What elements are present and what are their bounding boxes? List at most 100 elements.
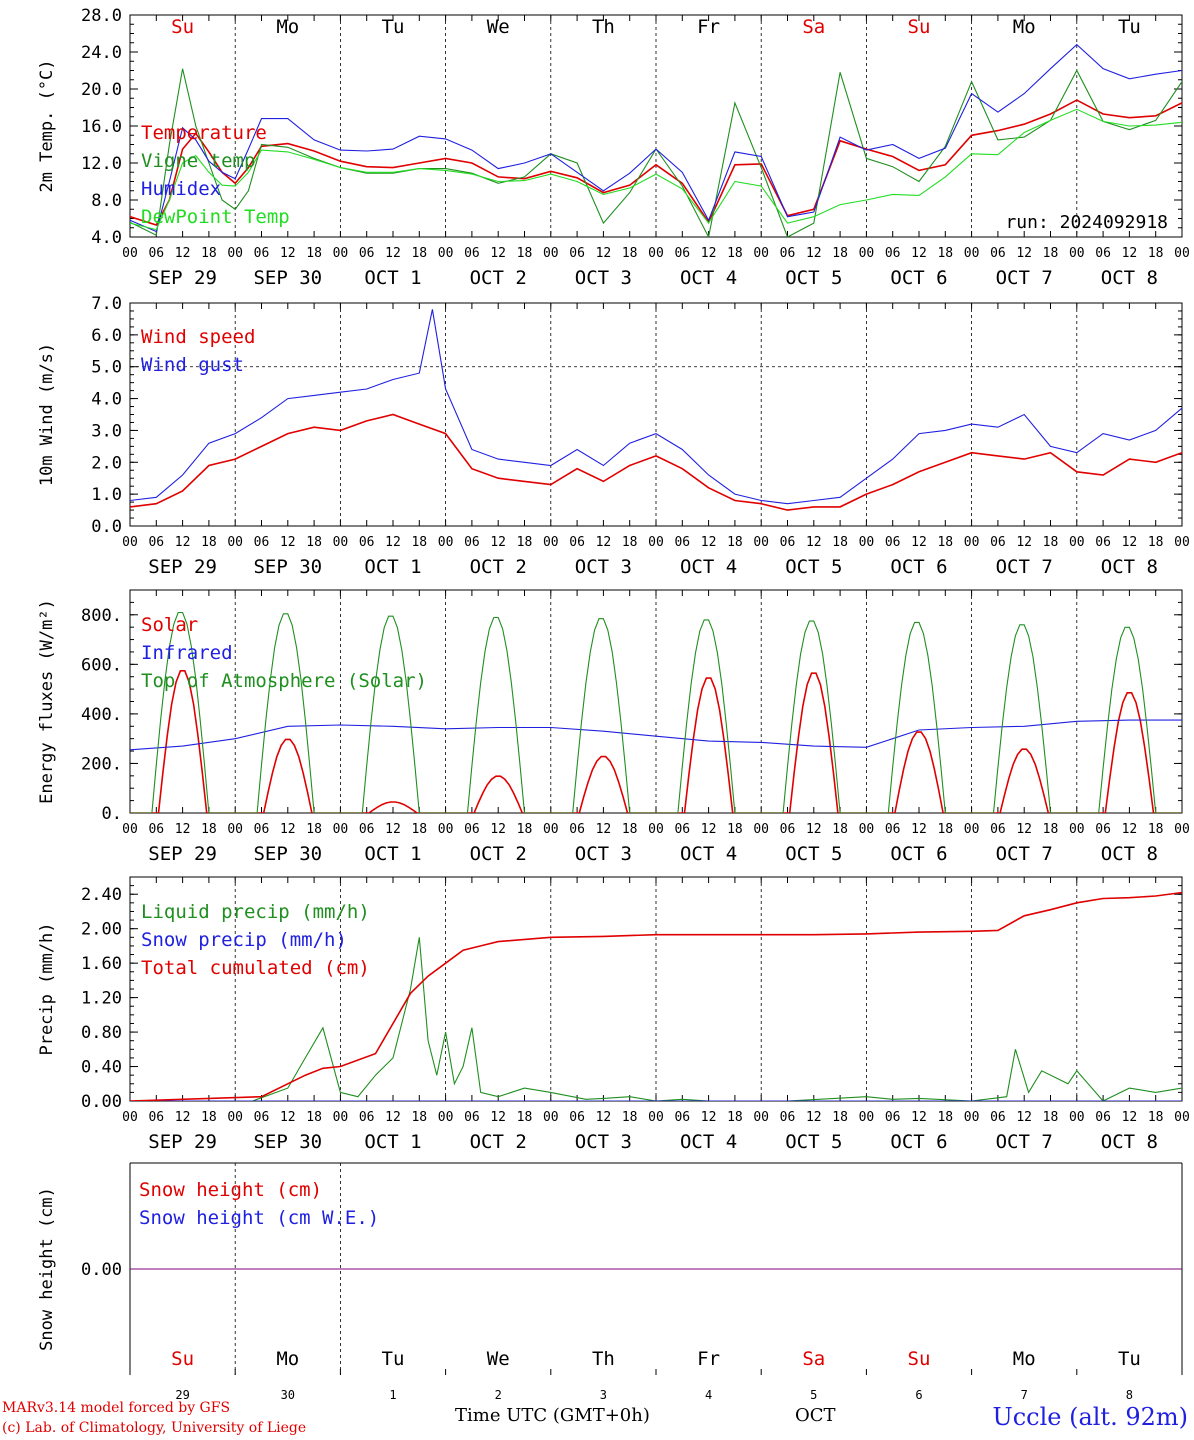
y-tick-label: 0.40 [81, 1058, 122, 1078]
date-label: OCT 3 [575, 556, 632, 578]
y-tick-label: 0. [102, 804, 122, 824]
date-label: OCT 1 [364, 267, 421, 289]
hour-tick-label: 18 [411, 246, 427, 261]
hour-tick-label: 18 [1043, 822, 1059, 837]
hour-tick-label: 00 [438, 1110, 454, 1125]
day-number-label: 2 [495, 1388, 502, 1402]
hour-tick-label: 00 [438, 535, 454, 550]
date-label: SEP 29 [148, 1131, 217, 1153]
hour-tick-label: 00 [333, 246, 349, 261]
hour-tick-label: 00 [648, 1110, 664, 1125]
hour-tick-label: 00 [1174, 535, 1190, 550]
hour-tick-label: 18 [1148, 1110, 1164, 1125]
hour-tick-label: 12 [911, 1110, 927, 1125]
y-tick-label: 600. [81, 655, 122, 675]
date-label: OCT 7 [996, 843, 1053, 865]
hour-tick-label: 18 [517, 246, 533, 261]
date-label: OCT 6 [890, 267, 947, 289]
y-tick-label: 4.0 [91, 228, 122, 248]
hour-tick-label: 06 [254, 1110, 270, 1125]
month-label: OCT [795, 1405, 836, 1426]
y-tick-label: 1.0 [91, 485, 122, 505]
hour-tick-label: 00 [648, 535, 664, 550]
panel-4: 0.00 0.40 0.80 1.20 1.60 2.00 2.40 Precip (mm/h… [37, 876, 1190, 1153]
hour-tick-label: 18 [832, 246, 848, 261]
hour-tick-label: 06 [674, 246, 690, 261]
weekday-label: Th [592, 16, 615, 38]
day-number-label: 4 [705, 1388, 712, 1402]
day-number-label: 7 [1021, 1388, 1028, 1402]
hour-tick-label: 12 [701, 246, 717, 261]
date-label: OCT 8 [1101, 556, 1158, 578]
date-label: SEP 29 [148, 267, 217, 289]
date-label: SEP 30 [253, 556, 322, 578]
legend-entry: Infrared [141, 642, 233, 664]
hour-tick-label: 00 [227, 246, 243, 261]
hour-tick-label: 18 [622, 822, 638, 837]
date-label: OCT 5 [785, 556, 842, 578]
date-label: OCT 3 [575, 1131, 632, 1153]
hour-tick-label: 06 [359, 535, 375, 550]
hour-tick-label: 06 [569, 535, 585, 550]
y-tick-label: 8.0 [91, 191, 122, 211]
hour-tick-label: 06 [885, 822, 901, 837]
y-axis-label: 10m Wind (m/s) [37, 343, 57, 486]
hour-tick-label: 18 [306, 822, 322, 837]
hour-tick-label: 12 [701, 535, 717, 550]
date-label: OCT 8 [1101, 843, 1158, 865]
date-label: OCT 8 [1101, 1131, 1158, 1153]
y-tick-label: 800. [81, 606, 122, 626]
hour-tick-label: 00 [964, 246, 980, 261]
y-tick-label: 0.00 [81, 1260, 122, 1280]
hour-tick-label: 18 [937, 1110, 953, 1125]
weekday-label: Th [592, 1348, 615, 1370]
y-tick-label: 3.0 [91, 421, 122, 441]
hour-tick-label: 18 [1043, 246, 1059, 261]
hour-tick-label: 06 [254, 535, 270, 550]
hour-tick-label: 06 [674, 535, 690, 550]
date-label: OCT 5 [785, 1131, 842, 1153]
y-axis-label: Precip (mm/h) [37, 922, 57, 1055]
hour-tick-label: 12 [385, 1110, 401, 1125]
hour-tick-label: 06 [780, 535, 796, 550]
hour-tick-label: 06 [1095, 822, 1111, 837]
date-label: OCT 7 [996, 1131, 1053, 1153]
y-tick-label: 16.0 [81, 117, 122, 137]
hour-tick-label: 12 [596, 246, 612, 261]
date-label: OCT 1 [364, 1131, 421, 1153]
y-axis-label: Snow height (cm) [37, 1187, 57, 1351]
hour-tick-label: 12 [490, 822, 506, 837]
hour-tick-label: 00 [1174, 822, 1190, 837]
hour-tick-label: 12 [175, 822, 191, 837]
hour-tick-label: 06 [990, 246, 1006, 261]
y-tick-label: 20.0 [81, 80, 122, 100]
hour-tick-label: 06 [359, 246, 375, 261]
weekday-label: Tu [1118, 1348, 1141, 1370]
y-axis-label: 2m Temp. (°C) [37, 59, 57, 192]
hour-tick-label: 00 [333, 822, 349, 837]
day-number-label: 8 [1126, 1388, 1133, 1402]
hour-tick-label: 06 [464, 1110, 480, 1125]
hour-tick-label: 00 [859, 1110, 875, 1125]
series-line [130, 937, 1182, 1101]
panel-5: 0.00 Snow height (cm) Snow height (cm) Snow… [37, 1162, 1183, 1402]
hour-tick-label: 12 [280, 1110, 296, 1125]
hour-tick-label: 00 [543, 246, 559, 261]
legend-entry: Wind gust [141, 354, 244, 376]
hour-tick-label: 06 [148, 1110, 164, 1125]
hour-tick-label: 12 [596, 1110, 612, 1125]
y-tick-label: 24.0 [81, 43, 122, 63]
hour-tick-label: 00 [964, 535, 980, 550]
series-line [130, 309, 1182, 505]
date-label: OCT 2 [470, 556, 527, 578]
hour-tick-label: 18 [306, 1110, 322, 1125]
weekday-label: Mo [276, 16, 299, 38]
date-label: OCT 4 [680, 1131, 737, 1153]
hour-tick-label: 00 [1069, 1110, 1085, 1125]
date-label: SEP 30 [253, 267, 322, 289]
hour-tick-label: 00 [122, 822, 138, 837]
hour-tick-label: 06 [148, 246, 164, 261]
y-tick-label: 6.0 [91, 326, 122, 346]
hour-tick-label: 00 [859, 822, 875, 837]
legend-entry: DewPoint Temp [141, 206, 290, 228]
